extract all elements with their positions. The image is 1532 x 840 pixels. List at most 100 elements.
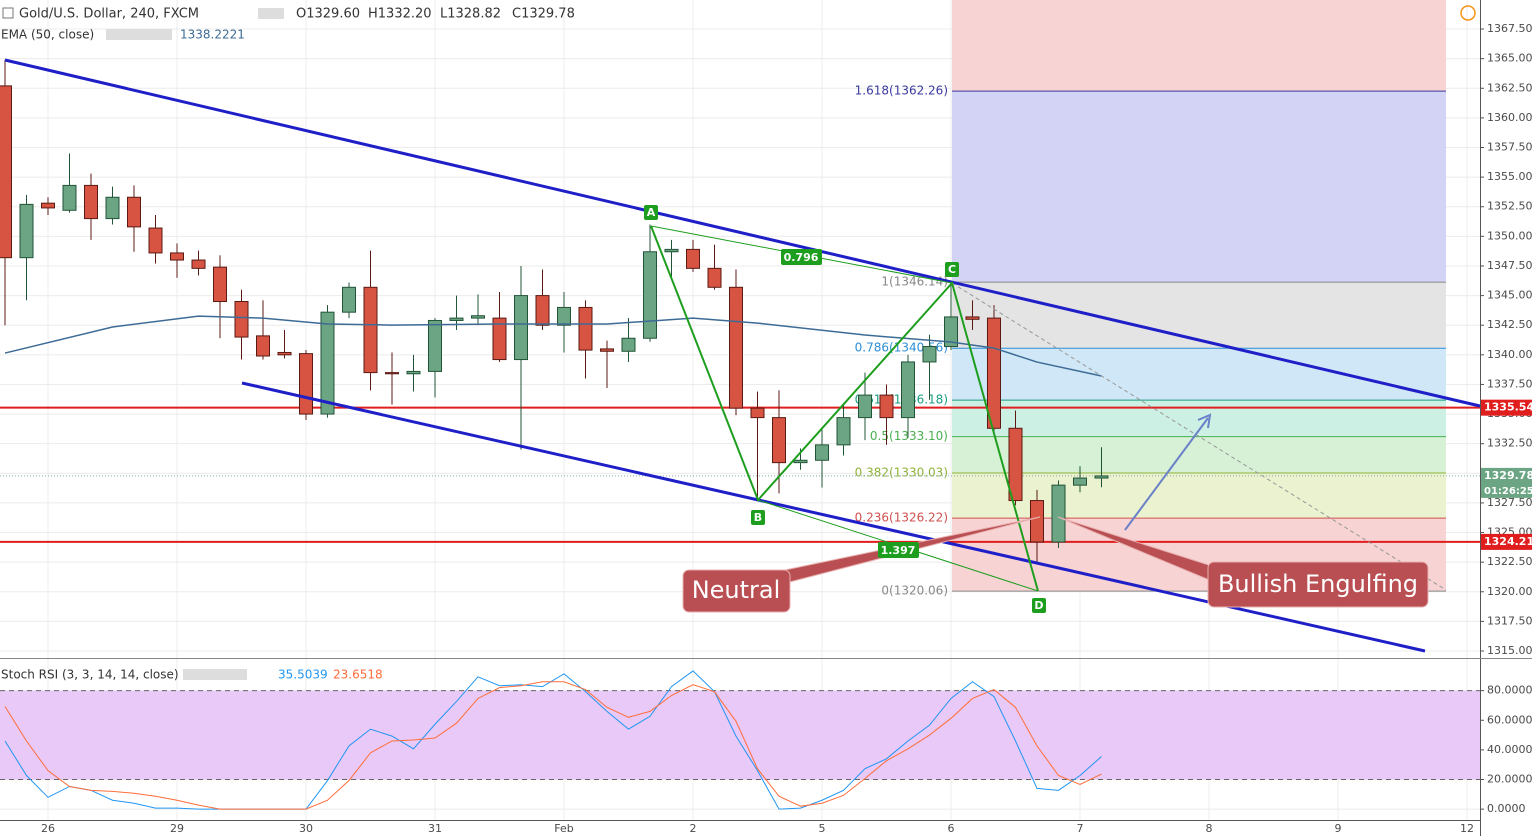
candle-body bbox=[922, 346, 937, 363]
candle-body bbox=[621, 337, 636, 352]
x-tick-label: 5 bbox=[818, 822, 825, 835]
annotation: Bullish Engulfing bbox=[1218, 570, 1418, 598]
candle-body bbox=[685, 248, 700, 269]
projection-line bbox=[951, 282, 1447, 591]
fib-zone bbox=[952, 348, 1446, 401]
y-tick-label: 1320.00 bbox=[1487, 585, 1532, 598]
price-axis bbox=[1480, 0, 1532, 836]
fib-label: 0.382(1330.03) bbox=[855, 465, 948, 479]
stoch-panel bbox=[0, 670, 1480, 810]
candle-body bbox=[750, 407, 765, 419]
x-tick-label: 29 bbox=[170, 822, 184, 835]
candle-body bbox=[255, 335, 270, 357]
indicator-icons[interactable] bbox=[106, 29, 172, 40]
candle-body bbox=[556, 306, 571, 326]
annotation: Neutral bbox=[692, 576, 781, 604]
x-tick-label: 12 bbox=[1460, 822, 1474, 835]
y-tick-label: 1355.00 bbox=[1487, 170, 1532, 183]
candle-body bbox=[427, 319, 442, 372]
price-tag-label: 1329.78 bbox=[1484, 469, 1532, 482]
y-tick-label: 0.0000 bbox=[1487, 802, 1526, 815]
candle-body bbox=[1029, 500, 1044, 543]
point-box bbox=[751, 510, 765, 525]
point-box bbox=[945, 262, 959, 277]
candle-body bbox=[879, 394, 894, 419]
header: Gold/U.S. Dollar, 240, FXCM O1329.60 H13… bbox=[1, 5, 1476, 682]
symbol-title: Gold/U.S. Dollar, 240, FXCM bbox=[19, 7, 199, 22]
candle-body bbox=[986, 317, 1001, 429]
candle-body bbox=[234, 301, 249, 338]
candle-body bbox=[814, 444, 829, 461]
candle-body bbox=[341, 286, 356, 313]
y-tick-label: 1357.50 bbox=[1487, 140, 1532, 153]
y-tick-label: 1360.00 bbox=[1487, 111, 1532, 124]
stoch-line bbox=[4, 681, 1102, 810]
x-tick-label: 9 bbox=[1334, 822, 1341, 835]
candle-body bbox=[578, 306, 593, 351]
y-tick-label: 1347.50 bbox=[1487, 259, 1532, 272]
x-tick-label: 8 bbox=[1205, 822, 1212, 835]
y-tick-label: 40.0000 bbox=[1487, 743, 1532, 756]
main-panel bbox=[0, 59, 1480, 565]
abcd-pattern bbox=[650, 225, 1039, 592]
y-tick-label: 20.0000 bbox=[1487, 773, 1532, 786]
fib-zone bbox=[952, 91, 1446, 283]
fib-label: 0.236(1326.22) bbox=[855, 511, 948, 525]
indicator-icons[interactable] bbox=[183, 669, 247, 680]
y-tick-label: 60.0000 bbox=[1487, 713, 1532, 726]
candle-body bbox=[1072, 477, 1087, 486]
candle-body bbox=[836, 417, 851, 446]
candle-body bbox=[298, 353, 313, 415]
legend-d: 23.6518 bbox=[333, 668, 383, 682]
collapse-icon[interactable] bbox=[2, 7, 14, 19]
channel-upper bbox=[4, 58, 1481, 408]
candle-body bbox=[406, 370, 421, 375]
y-tick-label: 1365.00 bbox=[1487, 52, 1532, 65]
x-tick-label: Feb bbox=[554, 822, 573, 835]
ohlc-low: L1328.82 bbox=[440, 7, 501, 22]
y-tick-label: 1367.50 bbox=[1487, 22, 1532, 35]
candle-body bbox=[857, 394, 872, 419]
y-tick-label: 1362.50 bbox=[1487, 81, 1532, 94]
legend-k: 35.5039 bbox=[278, 668, 328, 682]
drawings: Neutral Bullish Engulfing A B C D 0.796 … bbox=[4, 58, 1481, 653]
candle-body bbox=[943, 316, 958, 348]
time-axis bbox=[0, 820, 1532, 836]
arrow-head bbox=[1197, 413, 1212, 429]
countdown: 01:26:25 bbox=[1484, 486, 1532, 497]
candle-body bbox=[127, 196, 142, 228]
candle-body bbox=[191, 259, 206, 269]
ratio-label: 1.397 bbox=[881, 544, 916, 557]
price-tag bbox=[1481, 399, 1532, 416]
y-tick-label: 1352.50 bbox=[1487, 200, 1532, 213]
candle-body bbox=[169, 252, 184, 261]
candle-body bbox=[1051, 484, 1066, 543]
candle-body bbox=[793, 459, 808, 464]
x-tick-label: 2 bbox=[689, 822, 696, 835]
arrow bbox=[1124, 417, 1209, 531]
ohlc-high: H1332.20 bbox=[368, 7, 432, 22]
candle-body bbox=[599, 348, 614, 352]
candle-body bbox=[513, 295, 528, 361]
settings-icons[interactable] bbox=[258, 8, 284, 19]
x-tick-label: 6 bbox=[947, 822, 954, 835]
x-tick-label: 7 bbox=[1076, 822, 1083, 835]
y-tick-label: 1342.50 bbox=[1487, 318, 1532, 331]
stoch-label: Stoch RSI (3, 3, 14, 14, close) bbox=[1, 668, 179, 682]
candle-body bbox=[664, 248, 679, 253]
fib-label: 0(1320.06) bbox=[881, 584, 948, 598]
fib-zone bbox=[952, 436, 1446, 473]
price-tag-label: 1335.54 bbox=[1484, 401, 1532, 414]
ema-value: 1338.2221 bbox=[180, 28, 245, 42]
y-tick-label: 1350.00 bbox=[1487, 229, 1532, 242]
fib-zone bbox=[952, 472, 1446, 519]
candle-body bbox=[0, 85, 13, 259]
alert-icon[interactable] bbox=[1460, 5, 1476, 21]
y-tick-label: 80.0000 bbox=[1487, 684, 1532, 697]
price-tag-label: 1324.21 bbox=[1484, 535, 1532, 548]
fib-zone bbox=[952, 282, 1446, 349]
y-tick-label: 1340.00 bbox=[1487, 348, 1532, 361]
y-tick-label: 1332.50 bbox=[1487, 437, 1532, 450]
